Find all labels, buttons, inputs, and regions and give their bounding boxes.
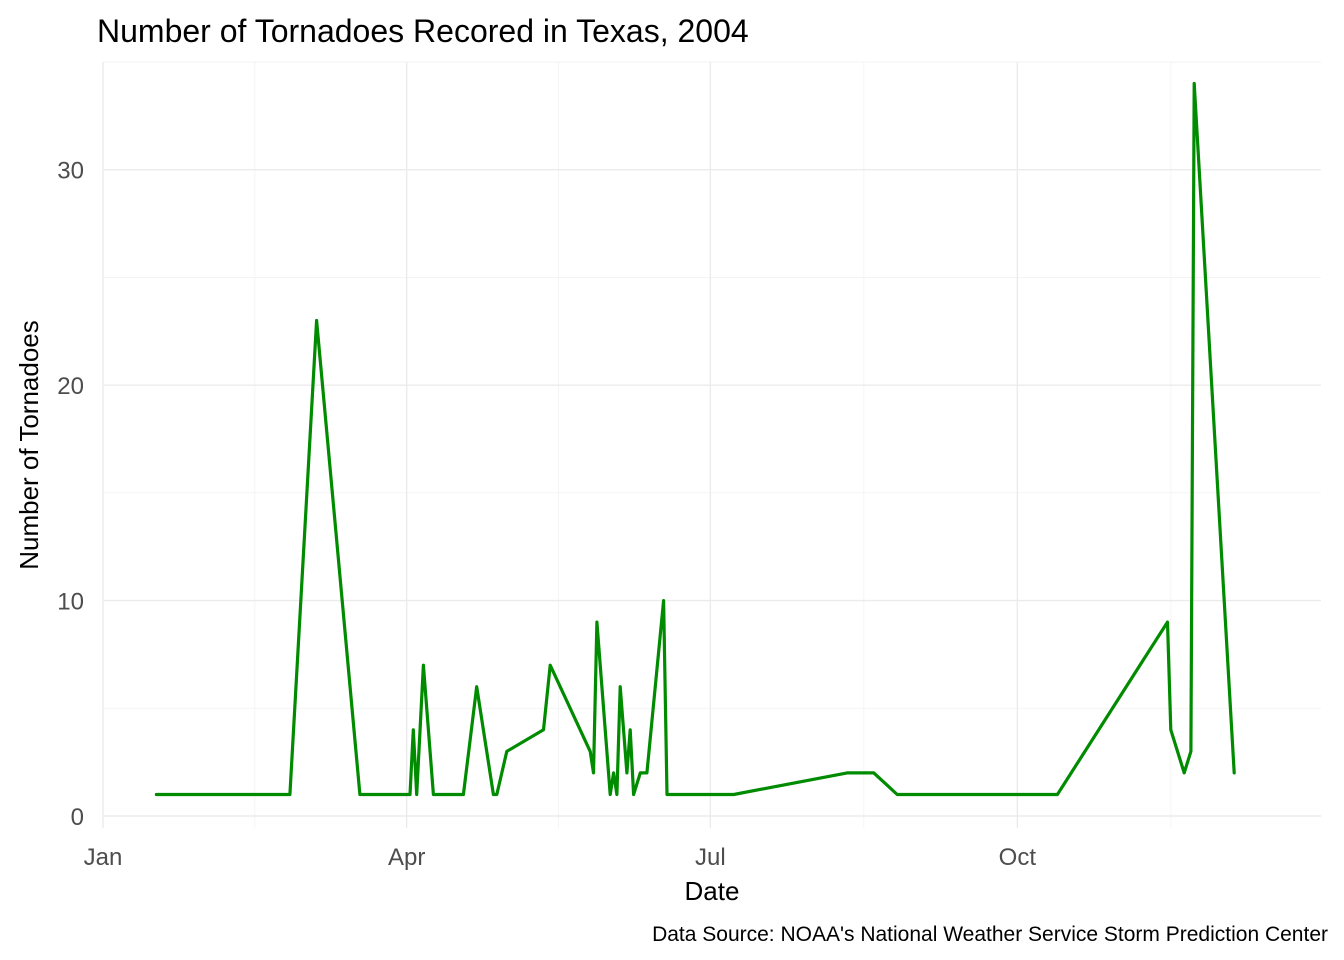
chart-caption: Data Source: NOAA's National Weather Ser… xyxy=(652,923,1328,946)
y-tick-label: 20 xyxy=(57,373,84,400)
major-gridlines xyxy=(102,62,1321,828)
x-axis-tick-labels: Jan Apr Jul Oct xyxy=(84,844,1037,871)
x-tick-label: Oct xyxy=(999,844,1037,871)
x-tick-label: Jul xyxy=(695,844,726,871)
y-tick-label: 30 xyxy=(57,158,84,185)
x-tick-label: Apr xyxy=(388,844,425,871)
x-tick-label: Jan xyxy=(84,844,123,871)
chart-title: Number of Tornadoes Recored in Texas, 20… xyxy=(97,13,749,49)
y-tick-label: 10 xyxy=(57,589,84,616)
series-line xyxy=(154,81,1236,797)
x-axis-title: Date xyxy=(685,876,740,906)
y-tick-label: 0 xyxy=(71,804,84,831)
data-series xyxy=(154,81,1236,797)
y-axis-tick-labels: 0 10 20 30 xyxy=(57,158,84,831)
minor-gridlines xyxy=(103,61,1321,828)
y-axis-title: Number of Tornadoes xyxy=(14,320,44,570)
